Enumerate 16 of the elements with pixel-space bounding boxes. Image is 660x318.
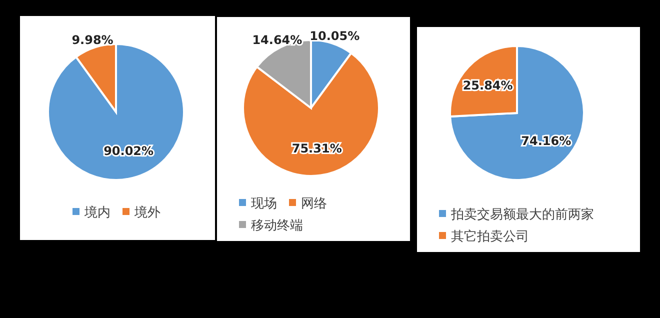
data-label: 10.05%: [310, 28, 360, 43]
data-label: 74.16%: [521, 134, 572, 148]
legend-label: 移动终端: [251, 218, 303, 234]
data-label: 9.98%: [72, 32, 114, 47]
pie-slice: [47, 43, 185, 181]
legend-label: 其它拍卖公司: [451, 228, 529, 245]
data-label: 25.84%: [462, 78, 513, 93]
pie-slice: [449, 45, 585, 181]
legend-label: 境内: [84, 204, 110, 221]
data-label: 75.31%: [292, 142, 342, 156]
legend-label: 拍卖交易额最大的前两家: [450, 206, 594, 223]
legend-label: 网络: [301, 196, 327, 212]
legend-label: 现场: [251, 196, 277, 212]
data-label: 90.02%: [104, 144, 154, 158]
legend-label: 境外: [134, 204, 160, 221]
data-label: 14.64%: [252, 32, 302, 47]
